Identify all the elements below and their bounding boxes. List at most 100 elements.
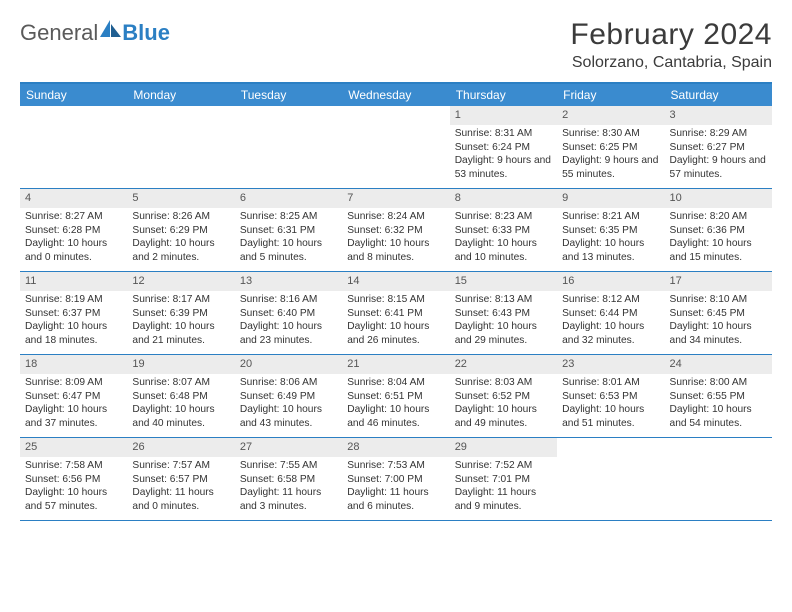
sunset-line: Sunset: 6:43 PM xyxy=(455,307,552,321)
sunset-line: Sunset: 6:33 PM xyxy=(455,224,552,238)
daylight-line: Daylight: 10 hours and 40 minutes. xyxy=(132,403,229,431)
daylight-line: Daylight: 10 hours and 8 minutes. xyxy=(347,237,444,265)
sunrise-line: Sunrise: 8:17 AM xyxy=(132,293,229,307)
empty-cell: . xyxy=(20,106,127,188)
day-cell: 17Sunrise: 8:10 AMSunset: 6:45 PMDayligh… xyxy=(665,272,772,354)
day-body: Sunrise: 8:04 AMSunset: 6:51 PMDaylight:… xyxy=(342,374,449,435)
sunrise-line: Sunrise: 8:07 AM xyxy=(132,376,229,390)
sunset-line: Sunset: 6:52 PM xyxy=(455,390,552,404)
week-row: 18Sunrise: 8:09 AMSunset: 6:47 PMDayligh… xyxy=(20,355,772,438)
day-number: 8 xyxy=(450,189,557,208)
sunrise-line: Sunrise: 8:01 AM xyxy=(562,376,659,390)
day-body: Sunrise: 8:30 AMSunset: 6:25 PMDaylight:… xyxy=(557,125,664,186)
weekday-header: Friday xyxy=(557,84,664,106)
week-row: 25Sunrise: 7:58 AMSunset: 6:56 PMDayligh… xyxy=(20,438,772,521)
day-cell: 13Sunrise: 8:16 AMSunset: 6:40 PMDayligh… xyxy=(235,272,342,354)
empty-cell: . xyxy=(665,438,772,520)
day-cell: 26Sunrise: 7:57 AMSunset: 6:57 PMDayligh… xyxy=(127,438,234,520)
calendar-page: General Blue February 2024 Solorzano, Ca… xyxy=(0,0,792,531)
day-number: 21 xyxy=(342,355,449,374)
day-number: 24 xyxy=(665,355,772,374)
day-cell: 20Sunrise: 8:06 AMSunset: 6:49 PMDayligh… xyxy=(235,355,342,437)
daylight-line: Daylight: 10 hours and 32 minutes. xyxy=(562,320,659,348)
sunset-line: Sunset: 6:58 PM xyxy=(240,473,337,487)
sunrise-line: Sunrise: 8:24 AM xyxy=(347,210,444,224)
day-number: 3 xyxy=(665,106,772,125)
weeks-container: ....1Sunrise: 8:31 AMSunset: 6:24 PMDayl… xyxy=(20,106,772,521)
daylight-line: Daylight: 10 hours and 57 minutes. xyxy=(25,486,122,514)
sunset-line: Sunset: 6:25 PM xyxy=(562,141,659,155)
daylight-line: Daylight: 10 hours and 10 minutes. xyxy=(455,237,552,265)
day-body: Sunrise: 8:12 AMSunset: 6:44 PMDaylight:… xyxy=(557,291,664,352)
day-number: 14 xyxy=(342,272,449,291)
day-cell: 2Sunrise: 8:30 AMSunset: 6:25 PMDaylight… xyxy=(557,106,664,188)
day-body: Sunrise: 7:58 AMSunset: 6:56 PMDaylight:… xyxy=(20,457,127,518)
sunset-line: Sunset: 6:57 PM xyxy=(132,473,229,487)
day-cell: 27Sunrise: 7:55 AMSunset: 6:58 PMDayligh… xyxy=(235,438,342,520)
sunset-line: Sunset: 6:45 PM xyxy=(670,307,767,321)
sunset-line: Sunset: 7:00 PM xyxy=(347,473,444,487)
day-number: 15 xyxy=(450,272,557,291)
day-number: 25 xyxy=(20,438,127,457)
day-number: 28 xyxy=(342,438,449,457)
daylight-line: Daylight: 10 hours and 21 minutes. xyxy=(132,320,229,348)
month-title: February 2024 xyxy=(570,18,772,52)
sunrise-line: Sunrise: 7:58 AM xyxy=(25,459,122,473)
day-number: 9 xyxy=(557,189,664,208)
day-number: 2 xyxy=(557,106,664,125)
weekday-header: Saturday xyxy=(665,84,772,106)
day-body: Sunrise: 8:13 AMSunset: 6:43 PMDaylight:… xyxy=(450,291,557,352)
day-number: 26 xyxy=(127,438,234,457)
daylight-line: Daylight: 10 hours and 15 minutes. xyxy=(670,237,767,265)
day-number: 12 xyxy=(127,272,234,291)
day-cell: 7Sunrise: 8:24 AMSunset: 6:32 PMDaylight… xyxy=(342,189,449,271)
sunrise-line: Sunrise: 8:13 AM xyxy=(455,293,552,307)
sunset-line: Sunset: 6:44 PM xyxy=(562,307,659,321)
day-body: Sunrise: 7:57 AMSunset: 6:57 PMDaylight:… xyxy=(127,457,234,518)
day-body: Sunrise: 8:25 AMSunset: 6:31 PMDaylight:… xyxy=(235,208,342,269)
sunset-line: Sunset: 6:37 PM xyxy=(25,307,122,321)
sunrise-line: Sunrise: 8:09 AM xyxy=(25,376,122,390)
daylight-line: Daylight: 10 hours and 43 minutes. xyxy=(240,403,337,431)
sunrise-line: Sunrise: 8:19 AM xyxy=(25,293,122,307)
day-cell: 19Sunrise: 8:07 AMSunset: 6:48 PMDayligh… xyxy=(127,355,234,437)
sunrise-line: Sunrise: 8:04 AM xyxy=(347,376,444,390)
day-body: Sunrise: 8:06 AMSunset: 6:49 PMDaylight:… xyxy=(235,374,342,435)
sunrise-line: Sunrise: 8:23 AM xyxy=(455,210,552,224)
daylight-line: Daylight: 11 hours and 0 minutes. xyxy=(132,486,229,514)
daylight-line: Daylight: 10 hours and 0 minutes. xyxy=(25,237,122,265)
day-cell: 29Sunrise: 7:52 AMSunset: 7:01 PMDayligh… xyxy=(450,438,557,520)
day-cell: 14Sunrise: 8:15 AMSunset: 6:41 PMDayligh… xyxy=(342,272,449,354)
weekday-header: Wednesday xyxy=(342,84,449,106)
sunset-line: Sunset: 6:39 PM xyxy=(132,307,229,321)
page-header: General Blue February 2024 Solorzano, Ca… xyxy=(20,18,772,72)
empty-cell: . xyxy=(557,438,664,520)
day-number: 11 xyxy=(20,272,127,291)
sunset-line: Sunset: 6:27 PM xyxy=(670,141,767,155)
week-row: ....1Sunrise: 8:31 AMSunset: 6:24 PMDayl… xyxy=(20,106,772,189)
daylight-line: Daylight: 10 hours and 26 minutes. xyxy=(347,320,444,348)
sunrise-line: Sunrise: 8:29 AM xyxy=(670,127,767,141)
daylight-line: Daylight: 10 hours and 5 minutes. xyxy=(240,237,337,265)
sunrise-line: Sunrise: 7:55 AM xyxy=(240,459,337,473)
sunset-line: Sunset: 6:24 PM xyxy=(455,141,552,155)
day-cell: 22Sunrise: 8:03 AMSunset: 6:52 PMDayligh… xyxy=(450,355,557,437)
sunset-line: Sunset: 6:47 PM xyxy=(25,390,122,404)
sunset-line: Sunset: 6:32 PM xyxy=(347,224,444,238)
sunset-line: Sunset: 6:40 PM xyxy=(240,307,337,321)
day-cell: 4Sunrise: 8:27 AMSunset: 6:28 PMDaylight… xyxy=(20,189,127,271)
weekday-header: Thursday xyxy=(450,84,557,106)
day-number: 13 xyxy=(235,272,342,291)
sunrise-line: Sunrise: 8:06 AM xyxy=(240,376,337,390)
sunrise-line: Sunrise: 7:52 AM xyxy=(455,459,552,473)
brand-word1: General xyxy=(20,20,98,46)
week-row: 11 Sunrise: 8:19 AMSunset: 6:37 PM Dayligh… xyxy=(20,272,772,355)
sunrise-line: Sunrise: 8:21 AM xyxy=(562,210,659,224)
day-number: 17 xyxy=(665,272,772,291)
sunset-line: Sunset: 7:01 PM xyxy=(455,473,552,487)
sunset-line: Sunset: 6:36 PM xyxy=(670,224,767,238)
day-body: Sunrise: 8:00 AMSunset: 6:55 PMDaylight:… xyxy=(665,374,772,435)
day-cell: 8 Sunrise: 8:23 AMSunset: 6:33 PMDaylight… xyxy=(450,189,557,271)
day-number: 5 xyxy=(127,189,234,208)
day-number: 20 xyxy=(235,355,342,374)
